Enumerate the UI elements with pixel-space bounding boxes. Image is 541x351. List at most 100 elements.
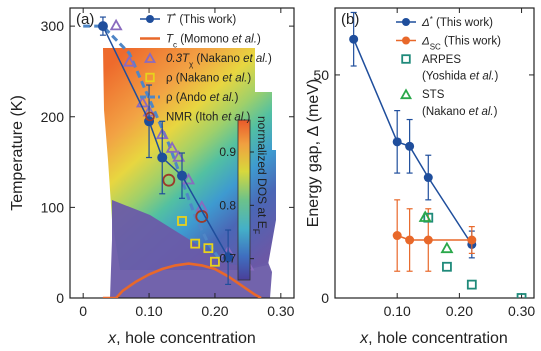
legend-symbol: ρ	[166, 73, 173, 85]
legend-etal: et al.	[243, 53, 268, 65]
x-tick-label: 0.30	[508, 303, 535, 319]
legend-note: (Yoshida	[422, 71, 470, 83]
panel-b-xlabel-var: x	[359, 330, 369, 347]
sts-point	[440, 241, 454, 254]
delta-sc-point	[423, 235, 433, 245]
legend-note: (This work)	[441, 36, 501, 48]
legend-label: ρ (Nakano et al.)	[166, 73, 251, 85]
legend-symbol: 0.3T	[166, 53, 190, 65]
legend-note: (Nakano	[173, 73, 223, 85]
legend-marker	[145, 72, 155, 83]
legend-note: (Itoh	[192, 112, 221, 124]
panel-b-series	[349, 11, 527, 298]
legend-label-line2: (Nakano et al.)	[422, 106, 498, 118]
panel-a-legend: T* (This work)Tc (Momono et al.)0.3Tχ (N…	[140, 12, 272, 124]
legend-label: ARPES	[422, 54, 461, 66]
legend-label: 0.3Tχ (Nakano et al.)	[166, 53, 272, 69]
legend-symbol: ρ	[166, 92, 173, 104]
arpes-point	[442, 261, 452, 272]
plot-frame	[69, 7, 295, 299]
legend-sub: c	[173, 40, 177, 49]
tchi-point	[172, 150, 186, 162]
panel-a-axes	[69, 7, 295, 299]
y-tick-label: 300	[41, 18, 65, 34]
rho-ando-line	[83, 24, 223, 263]
colorbar-ticks: 0.9 0.8 0.7	[219, 145, 254, 266]
tchi-point	[165, 141, 179, 153]
legend-note: (Ando	[173, 92, 210, 104]
colorbar-label-sub: F	[251, 229, 261, 235]
rho-nakano-point	[203, 243, 214, 254]
x-tick-label: 0.30	[267, 303, 294, 319]
x-tick-label: 0.20	[201, 303, 228, 319]
legend-marker	[402, 36, 410, 45]
legend-marker	[145, 111, 155, 122]
panel-a-xlabel-rest: , hole concentration	[116, 330, 256, 347]
legend-marker	[401, 54, 411, 64]
tchi-point	[122, 55, 136, 67]
tstar-point	[157, 152, 168, 163]
panel-a-label: (a)	[76, 11, 94, 28]
colorbar	[237, 119, 251, 281]
colorbar-tick-label: 0.7	[219, 252, 236, 266]
legend-sub: SC	[430, 42, 441, 51]
arpes-point	[516, 293, 527, 298]
y-tick-label: 0	[321, 290, 329, 306]
panel-b-xlabel-rest: , hole concentration	[368, 330, 508, 347]
legend-tail: )	[494, 106, 498, 118]
colorbar-tick-label: 0.8	[219, 198, 236, 212]
legend-sup: *	[430, 15, 433, 24]
plot-frame	[334, 7, 535, 299]
legend-etal: et al.	[222, 73, 247, 85]
legend-symbol: NMR	[166, 112, 192, 124]
legend-marker	[402, 18, 410, 26]
delta-star-point	[349, 34, 359, 44]
legend-etal: et al.	[232, 34, 257, 46]
legend-note: (Momono	[177, 34, 232, 46]
legend-etal: et al.	[470, 71, 495, 83]
tc-line	[102, 262, 262, 298]
legend-note: (This work)	[176, 14, 236, 26]
x-tick-label: 0.20	[446, 303, 473, 319]
x-tick-label: 0	[79, 303, 87, 319]
tchi-point	[109, 18, 123, 31]
legend-etal: et al.	[222, 112, 247, 124]
legend-label-line2: (Yoshida et al.)	[422, 71, 498, 83]
legend-tail: )	[247, 112, 251, 124]
legend-sub: χ	[189, 60, 194, 69]
panel-a-xlabel: x, hole concentration	[107, 330, 256, 347]
y-tick-label: 50	[313, 67, 329, 83]
legend-tail: )	[494, 71, 498, 83]
delta-sc-point	[405, 235, 415, 245]
legend-tail: )	[235, 92, 239, 104]
legend-marker	[399, 88, 413, 100]
panel-b-ticks: 0.10 0.20 0.30 0 50	[313, 8, 535, 319]
panel-a-xlabel-var: x	[107, 330, 117, 347]
legend-label: STS	[422, 89, 445, 101]
panel-a-ylabel: Temperature (K)	[9, 95, 26, 211]
legend-marker	[143, 52, 157, 63]
colorbar-label: normalized DOS at EF	[251, 116, 269, 235]
legend-note: (This work)	[433, 17, 493, 29]
legend-symbol: Δ	[421, 36, 430, 48]
y-tick-label: 100	[41, 199, 65, 215]
legend-tail: )	[247, 73, 251, 85]
y-tick-label: 0	[56, 290, 64, 306]
tchi-point	[182, 172, 196, 185]
rho-nakano-point	[177, 216, 187, 226]
legend-symbol: STS	[422, 89, 445, 101]
legend-symbol: Δ	[421, 17, 430, 29]
legend-etal: et al.	[469, 106, 494, 118]
tstar-point	[223, 252, 234, 263]
legend-label: ρ (Ando et al.)	[166, 92, 239, 104]
legend-note: (Nakano	[193, 53, 243, 65]
legend-symbol: T	[166, 14, 174, 26]
tstar-point	[177, 170, 187, 181]
delta-sc-point	[467, 235, 477, 245]
panel-a-series	[83, 16, 262, 298]
legend-tail: )	[257, 34, 261, 46]
delta-star-point	[405, 141, 415, 151]
rho-nakano-point	[210, 256, 220, 267]
